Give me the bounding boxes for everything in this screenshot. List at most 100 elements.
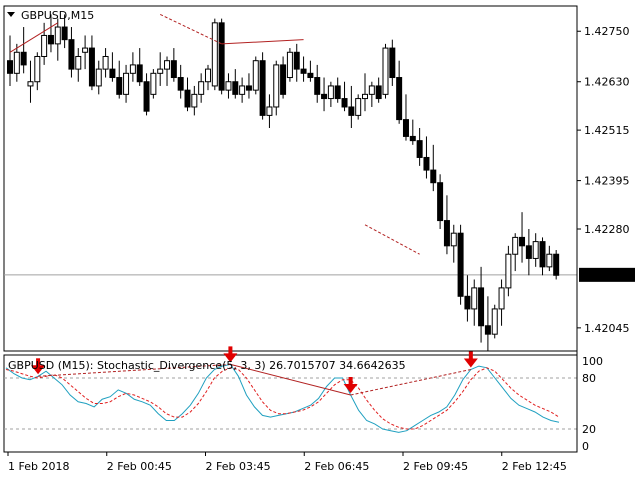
candle-bull: [34, 55, 41, 83]
candle-bull: [204, 68, 211, 83]
candle-bear: [143, 81, 150, 112]
candle-bull: [532, 241, 539, 259]
candle-bear: [170, 60, 177, 79]
candle-bull: [327, 85, 334, 100]
candle-bear: [519, 236, 526, 247]
candle-bull: [13, 51, 20, 74]
candle-bull: [368, 85, 375, 95]
candle-bear: [20, 51, 27, 66]
candle-bull: [150, 72, 157, 95]
candle-bull: [211, 22, 218, 87]
candle-bull: [491, 308, 498, 335]
candle-bull: [82, 47, 89, 53]
time-tick-label: 2 Feb 06:45: [304, 460, 369, 473]
time-tick-label: 2 Feb 09:45: [403, 460, 468, 473]
candle-bear: [47, 34, 54, 45]
candle-bear: [409, 135, 416, 142]
time-tick-label: 2 Feb 03:45: [206, 460, 271, 473]
candle-bear: [136, 64, 143, 83]
candle-bear: [478, 287, 485, 327]
candle-bear: [416, 140, 423, 158]
candle-bull: [54, 26, 61, 45]
price-tick-label: 1.42630: [584, 76, 630, 89]
current-price-tag: [579, 267, 635, 282]
candle-bull: [129, 64, 136, 74]
candle-bear: [423, 156, 430, 171]
candle-bear: [437, 182, 444, 222]
indicator-pane[interactable]: [3, 354, 578, 453]
candle-bear: [7, 60, 13, 74]
caption-dropdown-icon[interactable]: [7, 12, 15, 17]
candle-bull: [225, 81, 232, 91]
candle-bear: [396, 77, 403, 121]
candle-bear: [348, 106, 355, 116]
price-divergence-line: [9, 22, 59, 53]
stoch-level-label: 0: [582, 440, 589, 453]
candle-bear: [341, 98, 348, 108]
stoch-divergence-line: [350, 369, 471, 396]
candle-bear: [300, 68, 307, 74]
price-divergence-line: [221, 39, 304, 45]
candle-bear: [464, 295, 471, 310]
candle-bull: [382, 47, 389, 95]
down-arrow-icon: [36, 358, 41, 367]
candle-bear: [430, 169, 437, 184]
time-tick-label: 2 Feb 00:45: [107, 460, 172, 473]
candle-bear: [402, 119, 409, 137]
candle-bear: [218, 22, 225, 91]
candle-bull: [471, 287, 478, 310]
down-arrow-icon: [348, 377, 353, 385]
candle-bull: [450, 232, 457, 247]
candle-bear: [116, 77, 123, 95]
candle-bear: [307, 72, 314, 79]
candle-bear: [525, 245, 532, 259]
candle-bull: [266, 106, 273, 116]
candle-bull: [41, 34, 48, 57]
down-arrow-icon: [31, 365, 46, 375]
candle-bear: [375, 85, 382, 100]
candle-bear: [177, 77, 184, 91]
candle-bear: [88, 47, 95, 87]
candle-bear: [109, 68, 116, 79]
candle-bull: [273, 64, 280, 108]
candle-bear: [293, 51, 300, 70]
candle-bear: [280, 64, 287, 95]
candle-bull: [27, 81, 34, 87]
price-tick-label: 1.42515: [584, 124, 630, 137]
candle-bull: [239, 85, 246, 95]
price-tick-label: 1.42280: [584, 223, 630, 236]
candle-bear: [184, 89, 191, 108]
candle-bull: [95, 68, 102, 87]
candle-bull: [252, 60, 259, 91]
down-arrow-icon: [228, 346, 233, 355]
indicator-caption: GBPUSD (M15): Stochastic_Divergence(5, 3…: [8, 359, 406, 372]
candle-bear: [232, 81, 239, 95]
candle-bull: [191, 93, 198, 108]
candle-bull: [498, 287, 505, 310]
candle-bear: [321, 93, 328, 100]
candle-bull: [362, 93, 369, 100]
candle-bear: [61, 26, 68, 41]
price-tick-label: 1.42750: [584, 25, 630, 38]
candle-bull: [198, 81, 205, 95]
time-tick-label: 2 Feb 12:45: [502, 460, 567, 473]
candle-bear: [389, 47, 396, 79]
candle-bear: [245, 85, 252, 91]
candle-bull: [123, 72, 130, 95]
candle-bear: [314, 77, 321, 95]
price-tick-label: 1.42045: [584, 322, 630, 335]
candle-bull: [157, 68, 164, 74]
price-divergence-line: [364, 224, 420, 255]
stoch-main-line: [5, 363, 560, 433]
candle-bull: [164, 60, 171, 70]
candle-bull: [505, 253, 512, 289]
down-arrow-icon: [468, 351, 473, 360]
candle-bear: [484, 325, 491, 335]
candle-bear: [443, 220, 450, 247]
candle-bear: [68, 39, 75, 70]
candle-bear: [334, 85, 341, 100]
candle-bear: [539, 241, 546, 268]
down-arrow-icon: [223, 353, 238, 363]
